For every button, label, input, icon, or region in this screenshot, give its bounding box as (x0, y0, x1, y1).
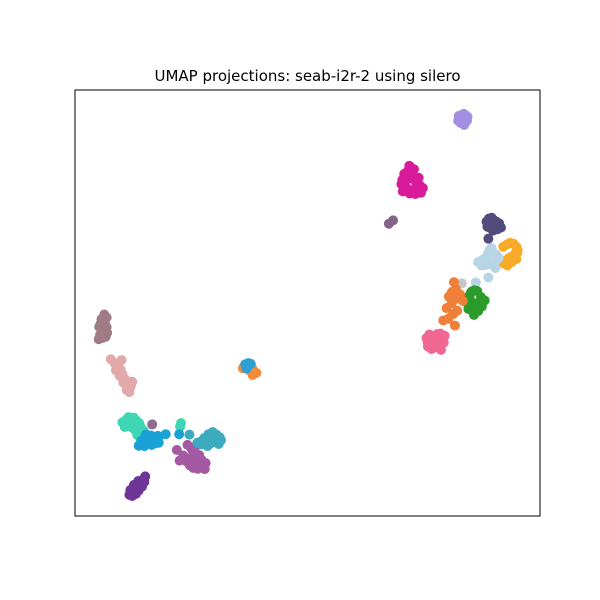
scatter-point (100, 320, 111, 331)
scatter-point (174, 429, 185, 440)
scatter-point (134, 418, 145, 429)
scatter-point (129, 479, 140, 490)
cluster-14 (171, 439, 211, 475)
scatter-point (216, 435, 227, 446)
scatter-point (175, 421, 186, 432)
scatter-point (483, 233, 494, 244)
cluster-10 (93, 309, 113, 345)
points-layer (93, 108, 523, 501)
scatter-point (422, 341, 433, 352)
cluster-16 (184, 427, 227, 452)
scatter-point (479, 295, 490, 306)
cluster-12 (117, 412, 187, 441)
cluster-17 (124, 471, 151, 501)
scatter-point (483, 272, 494, 283)
scatter-point (160, 429, 171, 440)
cluster-5 (470, 243, 504, 288)
scatter-point (448, 277, 459, 288)
cluster-13 (133, 429, 185, 452)
scatter-point (185, 453, 196, 464)
scatter-point (421, 332, 432, 343)
scatter-point (153, 434, 164, 445)
cluster-11 (105, 354, 138, 398)
scatter-point (408, 164, 419, 175)
scatter-point (171, 444, 182, 455)
cluster-19 (240, 358, 256, 374)
scatter-point (441, 303, 452, 314)
cluster-0 (453, 108, 473, 130)
scatter-point (127, 376, 138, 387)
scatter-point (388, 215, 399, 226)
scatter-point (184, 429, 195, 440)
scatter-point (116, 355, 127, 366)
scatter-point (486, 243, 497, 254)
scatter-point (435, 344, 446, 355)
scatter-point (431, 336, 442, 347)
cluster-4 (498, 237, 523, 271)
scatter-point (413, 172, 424, 183)
scatter-point (124, 387, 135, 398)
scatter-point (126, 416, 137, 427)
cluster-9 (421, 328, 450, 355)
scatter-point (192, 437, 203, 448)
scatter-point (449, 320, 460, 331)
scatter-point (478, 254, 489, 265)
scatter-point (140, 429, 151, 440)
cluster-2 (383, 215, 399, 229)
scatter-point (93, 334, 104, 345)
scatter-point (457, 295, 468, 306)
chart-title: UMAP projections: seab-i2r-2 using siler… (154, 67, 460, 85)
scatter-point (110, 365, 121, 376)
scatter-point (471, 303, 482, 314)
scatter-point (452, 305, 463, 316)
cluster-1 (396, 160, 428, 199)
scatter-point (446, 288, 457, 299)
scatter-point (241, 363, 252, 374)
scatter-point (147, 419, 158, 430)
scatter-point (174, 455, 185, 466)
scatter-point (482, 221, 493, 232)
scatter-point (199, 464, 210, 475)
scatter-point (402, 185, 413, 196)
scatter-point (397, 174, 408, 185)
scatter-point (459, 119, 470, 130)
scatter-point (490, 263, 501, 274)
cluster-3 (481, 212, 506, 244)
plot-frame (74, 89, 541, 517)
scatter-point (512, 248, 523, 259)
cluster-15 (147, 419, 158, 430)
scatter-point (470, 277, 481, 288)
scatter-point (133, 440, 144, 451)
scatter-point (438, 315, 449, 326)
cluster-8 (438, 277, 468, 331)
scatter-point (415, 187, 426, 198)
scatter-point (205, 438, 216, 449)
